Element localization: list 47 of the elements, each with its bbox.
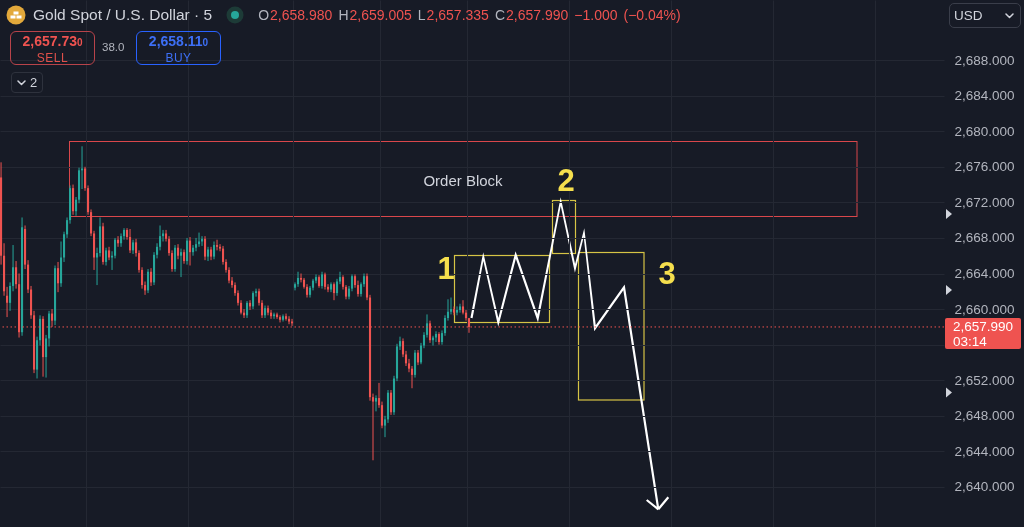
y-tick-label: 2,652.000 [954,372,1015,388]
annotation: BUY [164,51,193,65]
candlestick [173,244,177,273]
y-tick-label: 2,680.000 [954,123,1015,139]
candlestick [215,239,219,251]
candlestick [281,313,285,323]
text: O2,658.980 H2,659.005 L2,657.335 C2,657.990 −1.000 (−0.04%) [258,7,681,23]
annotation: SELL [35,51,70,65]
annotation: 2 [557,163,575,198]
annotation: 2,658.110 [148,33,209,49]
candlestick [284,313,288,322]
annotation: 2,657.730 [22,33,83,49]
collapse-button[interactable]: 2 [11,72,43,93]
candlestick [197,232,201,248]
candlestick [176,243,180,260]
y-tick-label: 2,668.000 [954,230,1015,246]
y-tick-label: 2,688.000 [954,52,1015,68]
y-tick-label: 2,664.000 [954,266,1015,282]
candlestick [296,271,300,288]
buy-button[interactable]: 2,658.110 BUY [136,31,221,65]
annotation: 2 [29,75,38,90]
y-tick-label: 2,648.000 [954,408,1015,424]
candlestick [188,236,192,266]
candlestick [275,312,279,320]
candlestick [56,261,60,293]
candlestick [278,314,282,323]
candlestick [374,394,378,412]
y-tick-label: 2,644.000 [954,443,1015,459]
candlestick [272,312,276,320]
sell-button[interactable]: 2,657.730 SELL [10,31,95,65]
ref-line-label: 2,657.990 [953,318,1015,334]
y-tick-label: 2,660.000 [954,301,1015,317]
annotation: Order Block [423,172,504,189]
price-tag: 2,657.990 03:14 [945,317,1021,349]
y-tick-label: 2,640.000 [954,479,1015,495]
candlestick [434,330,438,343]
annotation: 38.0 [102,41,125,53]
candlestick [389,389,393,416]
annotation: 1 [437,251,455,286]
annotation: 3 [658,256,676,291]
chart-title: Gold Spot / U.S. Dollar · 5 [33,6,213,24]
currency-dropdown[interactable]: USD [949,3,1021,28]
y-tick-label: 2,672.000 [954,194,1015,210]
y-tick-label: 2,684.000 [954,88,1015,104]
candlestick [458,303,462,314]
candlestick [455,305,459,316]
y-tick-label: 2,676.000 [954,159,1015,175]
